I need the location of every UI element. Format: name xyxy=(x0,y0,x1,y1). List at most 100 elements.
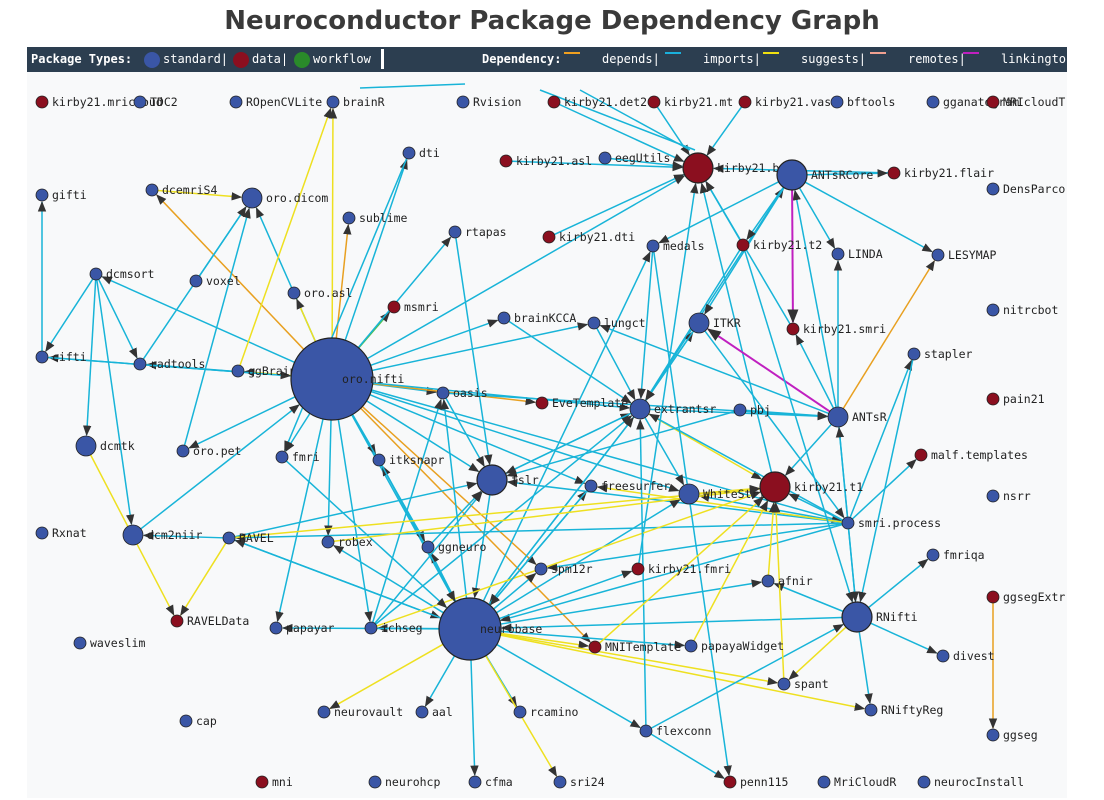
node-kirby21.t2[interactable] xyxy=(736,238,750,252)
graph-canvas[interactable] xyxy=(27,72,1067,798)
node-lungct[interactable] xyxy=(587,316,601,330)
edge-oro.nifti-dcemriS4 xyxy=(156,194,305,350)
node-itksnapr[interactable] xyxy=(372,453,386,467)
node-ggBrain[interactable] xyxy=(231,364,245,378)
node-WhiteStripe[interactable] xyxy=(678,483,700,505)
node-nitrcbot[interactable] xyxy=(986,303,1000,317)
node-flexconn[interactable] xyxy=(639,724,653,738)
node-Rvision[interactable] xyxy=(456,95,470,109)
node-kirby21.fmri[interactable] xyxy=(631,562,645,576)
node-LINDA[interactable] xyxy=(831,247,845,261)
node-radtools[interactable] xyxy=(133,357,147,371)
node-brainR[interactable] xyxy=(326,95,340,109)
node-nsrr[interactable] xyxy=(986,489,1000,503)
node-dcemriS4[interactable] xyxy=(145,183,159,197)
node-cifti[interactable] xyxy=(35,350,49,364)
node-spant[interactable] xyxy=(777,677,791,691)
node-voxel[interactable] xyxy=(189,274,203,288)
node-penn115[interactable] xyxy=(723,775,737,789)
node-sublime[interactable] xyxy=(342,211,356,225)
node-dcmsort[interactable] xyxy=(89,267,103,281)
node-MriCloudR[interactable] xyxy=(817,775,831,789)
node-label-kirby21.vaso: kirby21.vaso xyxy=(755,95,838,109)
node-smri.process[interactable] xyxy=(841,516,855,530)
node-TDC2[interactable] xyxy=(133,95,147,109)
node-ichseg[interactable] xyxy=(364,621,378,635)
node-ANTsRCore[interactable] xyxy=(776,159,808,191)
node-gifti[interactable] xyxy=(35,188,49,202)
node-Rxnat[interactable] xyxy=(35,526,49,540)
node-extrantsr[interactable] xyxy=(629,398,651,420)
edge-flexconn-penn115 xyxy=(650,733,725,780)
node-divest[interactable] xyxy=(936,649,950,663)
node-kirby21.asl[interactable] xyxy=(499,154,513,168)
node-ggneuro[interactable] xyxy=(421,540,435,554)
node-ggseg[interactable] xyxy=(986,728,1000,742)
node-oro.nifti[interactable] xyxy=(290,337,374,421)
node-wavesl[interactable] xyxy=(73,636,87,650)
node-dti[interactable] xyxy=(402,146,416,160)
node-oro.dicom[interactable] xyxy=(241,187,263,209)
node-msmri[interactable] xyxy=(387,300,401,314)
node-LESYMAP[interactable] xyxy=(931,248,945,262)
node-kirby21.mt[interactable] xyxy=(647,95,661,109)
node-neurocInstall[interactable] xyxy=(917,775,931,789)
node-kirby21.vaso[interactable] xyxy=(738,95,752,109)
node-ANTsR[interactable] xyxy=(827,406,849,428)
node-neurobase[interactable] xyxy=(438,597,502,661)
node-EveTemplate[interactable] xyxy=(535,396,549,410)
node-kirby21.mricloud[interactable] xyxy=(35,95,49,109)
node-dcm2niir[interactable] xyxy=(122,524,144,546)
edge-kirby21.smri-kirby21.base xyxy=(705,180,791,325)
node-kirby21.flair[interactable] xyxy=(887,166,901,180)
node-aal[interactable] xyxy=(415,705,429,719)
node-RAVELData[interactable] xyxy=(170,614,184,628)
node-MNITemplate[interactable] xyxy=(588,640,602,654)
node-RAVEL[interactable] xyxy=(222,531,236,545)
node-kirby21.t1[interactable] xyxy=(759,471,791,503)
node-fmriqa[interactable] xyxy=(926,548,940,562)
node-papayar[interactable] xyxy=(269,621,283,635)
node-kirby21.smri[interactable] xyxy=(786,322,800,336)
node-label-fslr: fslr xyxy=(511,473,539,487)
node-dcmtk[interactable] xyxy=(75,435,97,457)
node-afnir[interactable] xyxy=(761,574,775,588)
node-malf.templates[interactable] xyxy=(914,448,928,462)
node-ggsegExtra[interactable] xyxy=(986,590,1000,604)
node-neurohcp[interactable] xyxy=(368,775,382,789)
node-neurovault[interactable] xyxy=(317,705,331,719)
node-sri24[interactable] xyxy=(553,775,567,789)
node-pain21[interactable] xyxy=(986,392,1000,406)
node-MRIcloudT1[interactable] xyxy=(986,95,1000,109)
node-DensParcorr[interactable] xyxy=(986,182,1000,196)
node-kirby21.dti[interactable] xyxy=(542,230,556,244)
node-stapler[interactable] xyxy=(907,347,921,361)
node-oro.asl[interactable] xyxy=(287,286,301,300)
node-kirby21.base[interactable] xyxy=(682,152,714,184)
node-cfma[interactable] xyxy=(468,775,482,789)
node-oro.pet[interactable] xyxy=(176,444,190,458)
node-label-wavesl: waveslim xyxy=(90,636,145,650)
node-spm12r[interactable] xyxy=(534,562,548,576)
node-rcamino[interactable] xyxy=(513,705,527,719)
node-mni[interactable] xyxy=(255,775,269,789)
node-RNifti[interactable] xyxy=(841,601,873,633)
node-robex[interactable] xyxy=(321,535,335,549)
node-papayaWidget[interactable] xyxy=(684,639,698,653)
node-freesurfer[interactable] xyxy=(584,479,598,493)
node-gganatogram[interactable] xyxy=(926,95,940,109)
node-brainKCCA[interactable] xyxy=(497,311,511,325)
node-eegUtils[interactable] xyxy=(598,151,612,165)
node-fmri[interactable] xyxy=(275,450,289,464)
node-rtapas[interactable] xyxy=(448,225,462,239)
node-bftools[interactable] xyxy=(830,95,844,109)
node-RNiftyReg[interactable] xyxy=(864,703,878,717)
node-ROpenCVLite[interactable] xyxy=(229,95,243,109)
node-fslr[interactable] xyxy=(476,464,508,496)
node-ITKR[interactable] xyxy=(688,312,710,334)
node-medals[interactable] xyxy=(646,239,660,253)
node-pbj[interactable] xyxy=(733,403,747,417)
node-kirby21.det2[interactable] xyxy=(547,95,561,109)
node-cap[interactable] xyxy=(179,714,193,728)
node-oasis[interactable] xyxy=(436,386,450,400)
